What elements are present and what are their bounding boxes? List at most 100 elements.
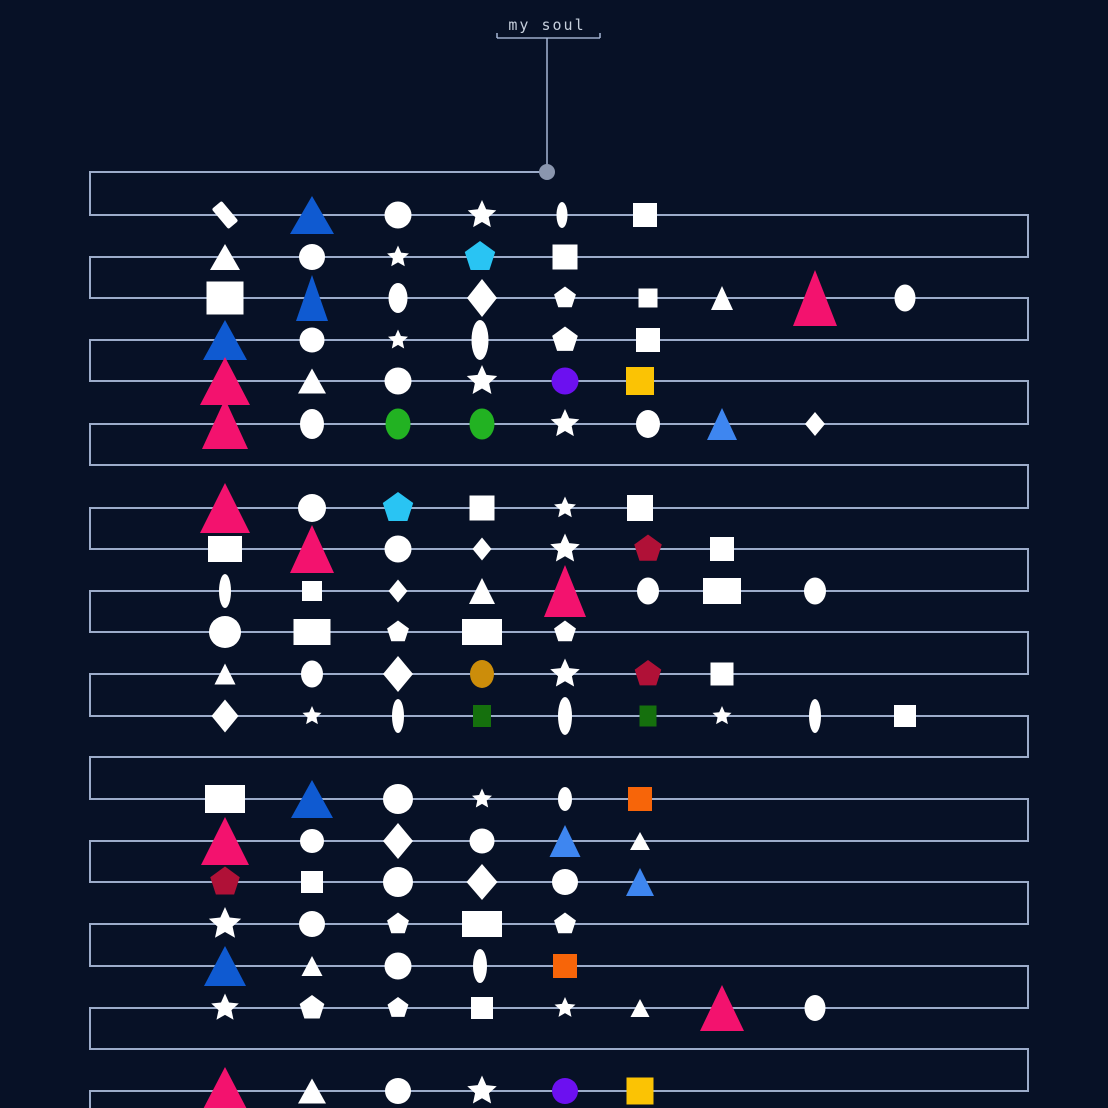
- white-star-mark: [550, 658, 580, 687]
- white-diamond-mark: [466, 864, 498, 900]
- white-square-mark: [710, 537, 734, 561]
- crimson-pentagon-mark: [210, 866, 240, 895]
- darkgreen-square-mark: [473, 705, 491, 727]
- white-ellipse-mark: [392, 699, 404, 733]
- white-circle-mark: [384, 367, 412, 395]
- white-circle-mark: [300, 829, 324, 853]
- white-star-mark: [467, 1075, 497, 1104]
- white-ellipse-mark: [636, 410, 660, 438]
- white-circle-mark: [299, 327, 325, 353]
- white-rect-mark: [208, 536, 242, 562]
- crimson-pentagon-mark: [634, 534, 662, 561]
- pink-triangle-mark: [544, 565, 586, 617]
- white-triangle-mark: [469, 578, 495, 604]
- white-circle-mark: [384, 535, 412, 563]
- white-diamond-mark: [805, 412, 825, 436]
- green-ellipse-mark: [385, 408, 411, 440]
- pink-triangle-mark: [200, 483, 250, 533]
- white-circle-mark: [385, 1078, 411, 1104]
- white-star-mark: [302, 706, 322, 725]
- white-ellipse-mark: [301, 660, 323, 688]
- white-star-mark: [208, 907, 242, 938]
- blue-triangle-mark: [203, 320, 247, 360]
- white-ellipse-mark: [809, 699, 821, 733]
- white-star-mark: [712, 706, 732, 725]
- white-square-mark: [471, 997, 493, 1019]
- cyan-pentagon-mark: [382, 492, 414, 521]
- white-triangle-mark: [298, 368, 326, 394]
- white-ellipse-mark: [219, 574, 231, 608]
- white-triangle-mark: [630, 832, 650, 850]
- white-ellipse-mark: [300, 409, 324, 439]
- white-triangle-mark: [214, 663, 236, 685]
- white-pentagon-mark: [387, 997, 409, 1017]
- green-ellipse-mark: [469, 408, 495, 440]
- symbol-layer: [200, 196, 916, 1108]
- white-pentagon-mark: [299, 995, 325, 1019]
- lightblue-triangle-mark: [707, 408, 737, 440]
- white-square-mark: [206, 281, 244, 315]
- white-square-mark: [627, 495, 653, 521]
- white-diamond-mark: [383, 656, 413, 692]
- blue-triangle-mark: [291, 780, 333, 818]
- yellow-square-mark: [626, 1077, 654, 1105]
- white-circle-mark: [469, 828, 495, 854]
- white-pentagon-mark: [387, 912, 409, 934]
- white-ellipse-mark: [637, 577, 659, 605]
- white-circle-mark: [384, 952, 412, 980]
- white-square-mark: [552, 244, 578, 270]
- white-circle-mark: [383, 784, 413, 814]
- root-node[interactable]: [539, 164, 555, 180]
- white-star-mark: [466, 365, 498, 394]
- pink-triangle-mark: [793, 270, 837, 326]
- white-tilted-rect-mark: [212, 201, 238, 229]
- white-star-mark: [211, 993, 239, 1020]
- white-ellipse-mark: [804, 995, 826, 1021]
- white-ellipse-mark: [894, 284, 916, 312]
- white-star-mark: [387, 245, 409, 267]
- white-square-mark: [301, 871, 323, 893]
- root-tree-layer: [496, 33, 601, 180]
- white-square-mark: [636, 328, 660, 352]
- white-star-mark: [550, 533, 580, 562]
- white-star-mark: [467, 200, 497, 228]
- pink-triangle-mark: [203, 1067, 247, 1108]
- white-circle-mark: [299, 911, 325, 937]
- white-circle-mark: [383, 867, 413, 897]
- white-square-mark: [469, 495, 495, 521]
- white-rect-mark: [205, 785, 245, 813]
- white-rect-mark: [703, 578, 741, 604]
- pink-triangle-mark: [700, 985, 744, 1031]
- white-star-mark: [554, 997, 576, 1017]
- white-ellipse-mark: [558, 787, 572, 811]
- orange-square-mark: [553, 954, 577, 978]
- white-star-mark: [472, 788, 492, 808]
- darkgreen-square-mark: [639, 705, 657, 727]
- white-ellipse-mark: [473, 949, 487, 983]
- white-ellipse-mark: [556, 202, 568, 228]
- white-circle-mark: [209, 616, 241, 648]
- white-diamond-mark: [211, 699, 239, 733]
- root-label: my soul: [508, 16, 585, 34]
- white-diamond-mark: [388, 579, 408, 603]
- purple-circle-mark: [551, 367, 579, 395]
- white-triangle-mark: [630, 999, 650, 1017]
- blue-triangle-mark: [204, 946, 246, 986]
- cyan-pentagon-mark: [464, 241, 496, 270]
- white-ellipse-mark: [804, 577, 826, 605]
- white-square-mark: [633, 203, 657, 227]
- white-pentagon-mark: [554, 912, 576, 934]
- white-diamond-mark: [383, 823, 413, 859]
- white-diamond-mark: [472, 537, 492, 561]
- pink-triangle-mark: [202, 399, 248, 449]
- white-circle-mark: [298, 494, 326, 522]
- white-circle-mark: [384, 201, 412, 229]
- white-square-mark: [710, 662, 734, 686]
- white-star-mark: [550, 409, 580, 437]
- white-pentagon-mark: [552, 326, 578, 351]
- lightblue-triangle-mark: [549, 825, 581, 857]
- blue-triangle-mark: [296, 275, 328, 321]
- white-triangle-mark: [298, 1078, 326, 1104]
